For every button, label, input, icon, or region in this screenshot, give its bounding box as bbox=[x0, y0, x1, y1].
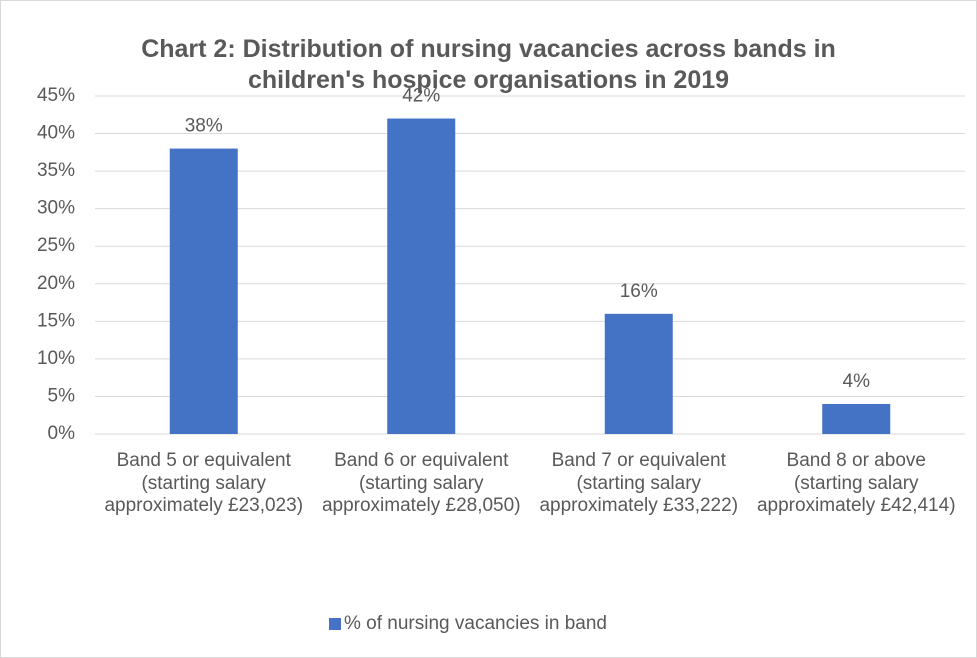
x-tick-label: Band 7 or equivalent (starting salary ap… bbox=[539, 450, 739, 516]
legend-swatch bbox=[329, 618, 341, 630]
y-tick-label: 10% bbox=[37, 348, 75, 369]
x-tick-label: Band 8 or above (starting salary approxi… bbox=[756, 450, 956, 516]
x-tick-label: Band 5 or equivalent (starting salary ap… bbox=[104, 450, 304, 516]
y-tick-label: 5% bbox=[48, 385, 76, 406]
bar bbox=[604, 313, 673, 434]
legend-label: % of nursing vacancies in band bbox=[344, 613, 607, 634]
x-tick-label: Band 6 or equivalent (starting salary ap… bbox=[321, 450, 521, 516]
y-tick-label: 0% bbox=[48, 423, 76, 444]
bar bbox=[169, 148, 238, 435]
data-label: 4% bbox=[843, 371, 871, 392]
y-tick-label: 25% bbox=[37, 235, 75, 256]
bar bbox=[387, 118, 456, 435]
data-label: 16% bbox=[620, 281, 658, 302]
data-label: 38% bbox=[185, 116, 223, 137]
y-tick-label: 35% bbox=[37, 160, 75, 181]
data-label: 42% bbox=[402, 86, 440, 107]
y-tick-label: 40% bbox=[37, 123, 75, 144]
chart-title: Chart 2: Distribution of nursing vacanci… bbox=[141, 35, 836, 94]
bar bbox=[822, 403, 891, 434]
y-tick-label: 15% bbox=[37, 310, 75, 331]
y-tick-label: 20% bbox=[37, 273, 75, 294]
y-tick-label: 45% bbox=[37, 85, 75, 106]
y-tick-label: 30% bbox=[37, 198, 75, 219]
